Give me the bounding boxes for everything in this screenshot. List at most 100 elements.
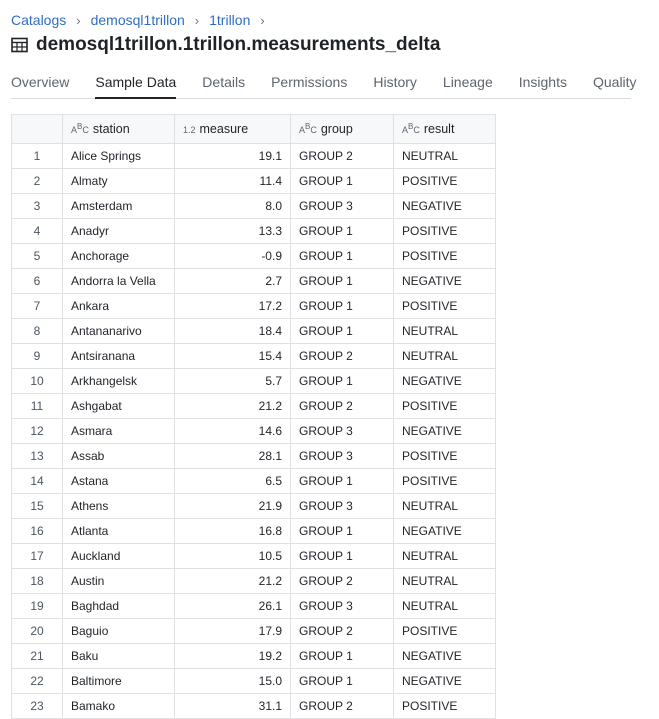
station-cell: Anchorage [62,243,175,269]
row-number-cell: 5 [11,243,63,269]
table-row: 19 Baghdad 26.1 GROUP 3 NEUTRAL [11,593,496,619]
measure-cell: 17.2 [174,293,291,319]
group-cell: GROUP 1 [290,218,394,244]
result-cell: NEGATIVE [393,193,496,219]
result-cell: POSITIVE [393,468,496,494]
group-cell: GROUP 2 [290,618,394,644]
table-row: 4 Anadyr 13.3 GROUP 1 POSITIVE [11,218,496,244]
row-number-cell: 15 [11,493,63,519]
row-number-cell: 20 [11,618,63,644]
tab-details[interactable]: Details [202,74,246,90]
result-cell: NEGATIVE [393,268,496,294]
row-number-cell: 2 [11,168,63,194]
table-row: 16 Atlanta 16.8 GROUP 1 NEGATIVE [11,518,496,544]
row-number-cell: 1 [11,143,63,169]
string-type-icon: ABC [402,122,420,135]
table-row: 10 Arkhangelsk 5.7 GROUP 1 NEGATIVE [11,368,496,394]
station-cell: Antsiranana [62,343,175,369]
sample-data-table: ABC station 1.2 measure ABC group ABC result… [11,114,496,719]
station-cell: Baku [62,643,175,669]
group-cell: GROUP 2 [290,393,394,419]
group-cell: GROUP 1 [290,268,394,294]
row-number-cell: 6 [11,268,63,294]
station-cell: Ashgabat [62,393,175,419]
group-cell: GROUP 1 [290,168,394,194]
measure-cell: 31.1 [174,693,291,719]
tab-history[interactable]: History [373,74,417,90]
table-row: 3 Amsterdam 8.0 GROUP 3 NEGATIVE [11,193,496,219]
tab-lineage[interactable]: Lineage [442,74,493,90]
column-header-group[interactable]: ABC group [290,114,394,144]
page-title: demosql1trillon.1trillon.measurements_de… [36,34,441,55]
table-row: 5 Anchorage -0.9 GROUP 1 POSITIVE [11,243,496,269]
result-cell: POSITIVE [393,393,496,419]
result-cell: POSITIVE [393,168,496,194]
row-number-cell: 14 [11,468,63,494]
result-cell: POSITIVE [393,218,496,244]
table-row: 11 Ashgabat 21.2 GROUP 2 POSITIVE [11,393,496,419]
tab-overview[interactable]: Overview [11,74,70,90]
chevron-right-icon: › [76,12,81,28]
station-cell: Bamako [62,693,175,719]
table-row: 13 Assab 28.1 GROUP 3 POSITIVE [11,443,496,469]
row-number-cell: 22 [11,668,63,694]
station-cell: Athens [62,493,175,519]
station-cell: Assab [62,443,175,469]
measure-cell: 16.8 [174,518,291,544]
column-header-label: measure [199,122,249,136]
group-cell: GROUP 3 [290,418,394,444]
measure-cell: 15.4 [174,343,291,369]
column-header-label: result [423,122,455,136]
breadcrumb-catalog[interactable]: demosql1trillon [90,12,185,28]
station-cell: Anadyr [62,218,175,244]
tab-sample-data[interactable]: Sample Data [95,74,177,99]
result-cell: POSITIVE [393,443,496,469]
table-row: 1 Alice Springs 19.1 GROUP 2 NEUTRAL [11,143,496,169]
table-row: 17 Auckland 10.5 GROUP 1 NEUTRAL [11,543,496,569]
tab-quality[interactable]: Quality [592,74,637,90]
row-number-cell: 19 [11,593,63,619]
group-cell: GROUP 1 [290,468,394,494]
group-cell: GROUP 2 [290,343,394,369]
measure-cell: 19.1 [174,143,291,169]
result-cell: NEGATIVE [393,668,496,694]
group-cell: GROUP 1 [290,368,394,394]
group-cell: GROUP 1 [290,318,394,344]
measure-cell: 26.1 [174,593,291,619]
row-number-cell: 10 [11,368,63,394]
breadcrumb-catalogs[interactable]: Catalogs [11,12,67,28]
station-cell: Baghdad [62,593,175,619]
column-header-label: group [320,122,353,136]
column-header-result[interactable]: ABC result [393,114,496,144]
table-row: 23 Bamako 31.1 GROUP 2 POSITIVE [11,693,496,719]
measure-cell: 13.3 [174,218,291,244]
column-header-measure[interactable]: 1.2 measure [174,114,291,144]
table-row: 2 Almaty 11.4 GROUP 1 POSITIVE [11,168,496,194]
result-cell: POSITIVE [393,243,496,269]
breadcrumb-schema[interactable]: 1trillon [209,12,251,28]
measure-cell: 21.2 [174,393,291,419]
breadcrumb: Catalogs › demosql1trillon › 1trillon › [11,12,275,28]
measure-cell: 8.0 [174,193,291,219]
result-cell: NEUTRAL [393,343,496,369]
table-header-row: ABC station 1.2 measure ABC group ABC result [11,114,496,144]
station-cell: Antananarivo [62,318,175,344]
row-number-cell: 8 [11,318,63,344]
string-type-icon: ABC [71,122,89,135]
column-header-label: station [92,122,130,136]
tab-insights[interactable]: Insights [518,74,567,90]
station-cell: Auckland [62,543,175,569]
table-row: 6 Andorra la Vella 2.7 GROUP 1 NEGATIVE [11,268,496,294]
chevron-right-icon: › [260,12,265,28]
column-header-station[interactable]: ABC station [62,114,175,144]
group-cell: GROUP 2 [290,693,394,719]
measure-cell: 6.5 [174,468,291,494]
result-cell: NEGATIVE [393,643,496,669]
result-cell: NEGATIVE [393,418,496,444]
tab-permissions[interactable]: Permissions [271,74,348,90]
result-cell: NEUTRAL [393,493,496,519]
station-cell: Almaty [62,168,175,194]
group-cell: GROUP 1 [290,243,394,269]
table-row: 14 Astana 6.5 GROUP 1 POSITIVE [11,468,496,494]
station-cell: Alice Springs [62,143,175,169]
